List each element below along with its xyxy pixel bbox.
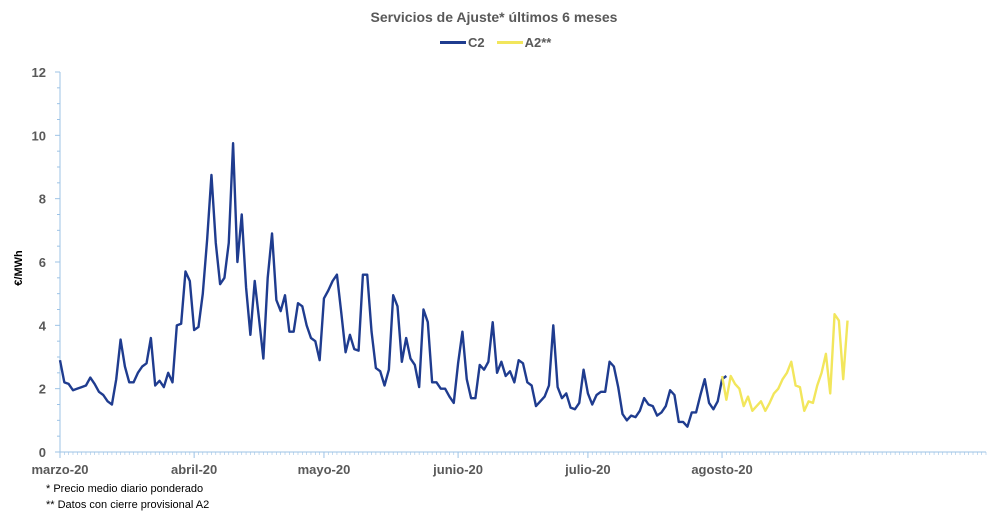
series-line-a2 <box>720 313 849 413</box>
legend-swatch-a2 <box>496 41 523 44</box>
footnote-provisional: ** Datos con cierre provisional A2 <box>46 499 210 511</box>
y-tick-label: 0 <box>39 445 46 460</box>
footnote-weighted-price: * Precio medio diario ponderado <box>46 483 204 495</box>
legend-label-c2: C2 <box>468 35 485 50</box>
chart-title: Servicios de Ajuste* últimos 6 meses <box>370 9 618 25</box>
legend-label-a2: A2** <box>524 35 552 50</box>
y-tick-label: 10 <box>32 128 46 143</box>
x-tick-label: agosto-20 <box>691 462 752 477</box>
series-line-c2 <box>58 142 728 428</box>
y-tick-label: 8 <box>39 192 46 207</box>
x-tick-label: marzo-20 <box>31 462 88 477</box>
x-tick-label: julio-20 <box>564 462 611 477</box>
legend-swatch-c2 <box>440 41 466 44</box>
x-tick-label: mayo-20 <box>298 462 351 477</box>
y-tick-label: 4 <box>39 318 47 333</box>
y-tick-label: 2 <box>39 382 46 397</box>
y-tick-label: 12 <box>32 65 46 80</box>
line-chart: 0 2 4 6 8 10 12 marzo-20 abril-20 mayo-20 junio-20… <box>31 65 987 477</box>
legend-item-a2: A2** <box>496 35 552 50</box>
y-tick-label: 6 <box>39 255 46 270</box>
x-tick-label: abril-20 <box>171 462 217 477</box>
legend-item-c2: C2 <box>440 35 485 50</box>
chart-legend: C2 A2** <box>440 35 563 50</box>
x-tick-label: junio-20 <box>432 462 483 477</box>
